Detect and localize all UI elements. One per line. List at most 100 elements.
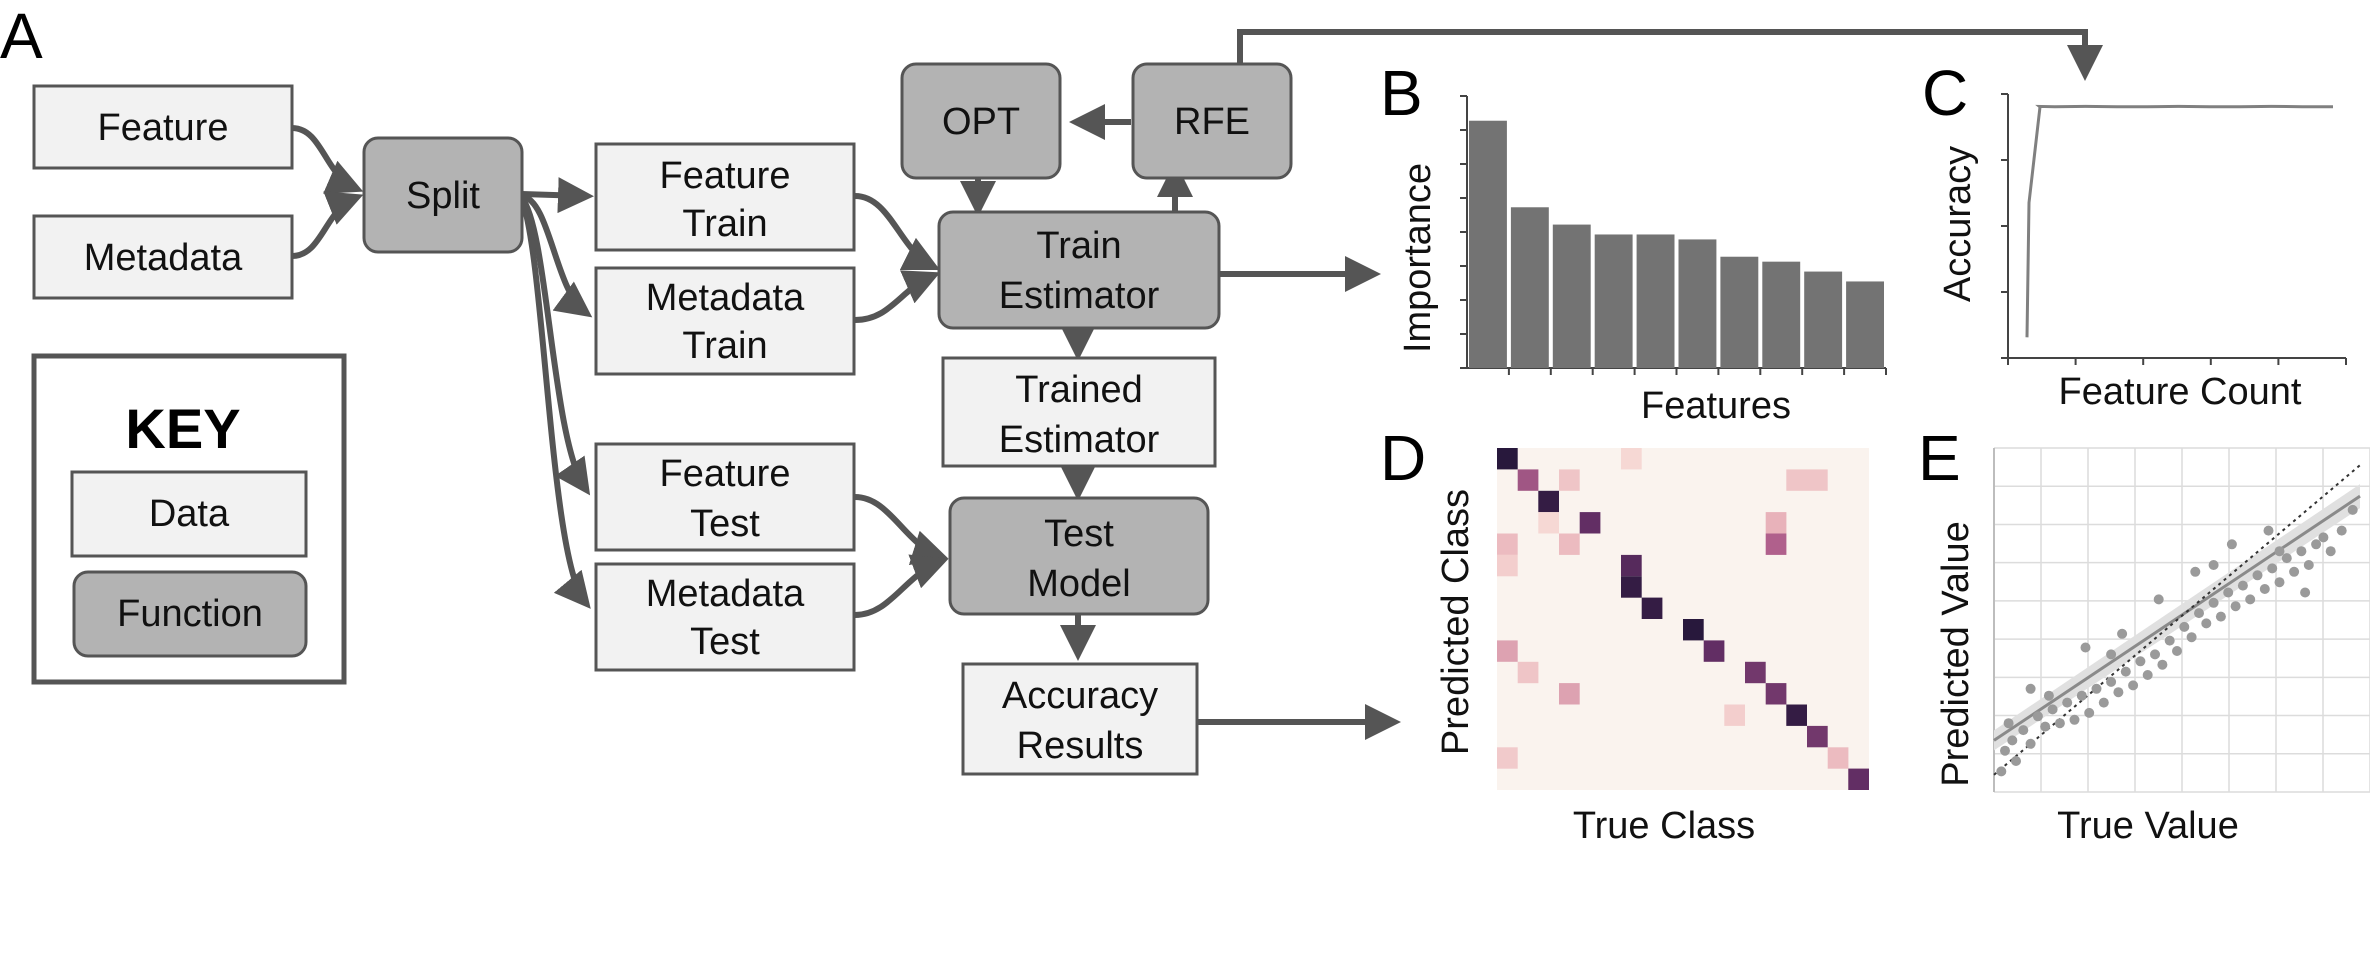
scatter-point bbox=[2011, 756, 2021, 766]
key-legend: KEY Data Function bbox=[31, 353, 347, 685]
box-test-model: Test Model bbox=[948, 496, 1210, 616]
box-accuracy-results-line2: Results bbox=[1017, 725, 1144, 767]
panel-letter-b: B bbox=[1380, 57, 1423, 129]
heatmap-cell bbox=[1621, 448, 1642, 470]
box-metadata: Metadata bbox=[32, 214, 294, 300]
box-feature-train: Feature Train bbox=[594, 142, 856, 252]
heatmap-cell bbox=[1827, 747, 1849, 769]
scatter-point bbox=[2062, 697, 2073, 708]
importance-bar bbox=[1720, 256, 1759, 368]
scatter-point bbox=[2106, 676, 2117, 687]
heatmap-cell bbox=[1848, 768, 1869, 790]
scatter-point bbox=[2091, 683, 2102, 694]
scatter-point bbox=[2300, 587, 2311, 598]
scatter-point bbox=[2226, 539, 2237, 550]
scatter-point bbox=[2113, 687, 2124, 698]
heatmap-cell bbox=[1559, 469, 1580, 491]
scatter-point bbox=[2274, 577, 2285, 588]
connectors bbox=[291, 29, 2103, 740]
scatter-point bbox=[2040, 721, 2051, 732]
box-rfe-label: RFE bbox=[1174, 101, 1250, 143]
scatter-point bbox=[2164, 635, 2175, 646]
arrow-metadata-split bbox=[291, 191, 364, 259]
arrow-split-feature-test bbox=[519, 196, 591, 496]
chart-e-xlabel: True Value bbox=[2057, 805, 2239, 847]
chart-b-ylabel: Importance bbox=[1397, 163, 1439, 353]
scatter-point bbox=[2025, 738, 2036, 749]
importance-bar bbox=[1552, 224, 1591, 368]
scatter-point bbox=[2347, 504, 2358, 515]
heatmap-cell bbox=[1621, 576, 1642, 598]
scatter-point bbox=[2194, 608, 2204, 619]
scatter-point bbox=[2311, 539, 2322, 550]
scatter-point bbox=[2032, 711, 2043, 722]
heatmap-cell bbox=[1559, 533, 1580, 555]
scatter-point bbox=[2025, 683, 2036, 694]
arrow-feature-split bbox=[291, 125, 364, 194]
heatmap-cell bbox=[1807, 725, 1828, 748]
scatter-point bbox=[2201, 618, 2212, 629]
scatter-point bbox=[2274, 546, 2285, 557]
scatter-point bbox=[2080, 642, 2091, 653]
scatter-point bbox=[2128, 680, 2139, 691]
scatter-point bbox=[2172, 646, 2182, 656]
box-metadata-train-line1: Metadata bbox=[646, 277, 805, 319]
key-function-swatch bbox=[72, 570, 308, 658]
heatmap-cell bbox=[1517, 469, 1539, 491]
scatter-point bbox=[2150, 649, 2160, 660]
box-metadata-test-line1: Metadata bbox=[646, 573, 805, 615]
heatmap-cell bbox=[1724, 704, 1745, 726]
heatmap-cell bbox=[1683, 619, 1704, 641]
box-accuracy-results-line1: Accuracy bbox=[1002, 675, 1158, 717]
importance-bar bbox=[1510, 207, 1549, 368]
scatter-point bbox=[2069, 714, 2080, 725]
importance-bar bbox=[1636, 234, 1675, 368]
box-train-estimator-line2: Estimator bbox=[999, 275, 1160, 317]
key-data-swatch bbox=[70, 470, 308, 558]
scatter-point bbox=[2215, 611, 2226, 622]
box-feature-label: Feature bbox=[98, 107, 229, 149]
arrow-rfe-panel-c bbox=[1237, 29, 2103, 81]
scatter-point bbox=[2018, 725, 2029, 736]
scatter-point bbox=[2047, 704, 2058, 715]
scatter-point bbox=[2237, 580, 2248, 591]
scatter-point bbox=[2223, 587, 2234, 598]
key-data-label: Data bbox=[149, 493, 230, 535]
heatmap-cell bbox=[1807, 469, 1828, 491]
scatter-point bbox=[2098, 697, 2109, 708]
importance-bar bbox=[1804, 271, 1843, 368]
heatmap-cell bbox=[1703, 640, 1725, 662]
scatter-point bbox=[2252, 570, 2263, 581]
chart-c-xlabel: Feature Count bbox=[2059, 371, 2302, 413]
scatter-point bbox=[2190, 566, 2201, 577]
scatter-point bbox=[2142, 670, 2153, 680]
scatter-point bbox=[2263, 525, 2274, 536]
heatmap-cell bbox=[1765, 683, 1787, 705]
box-test-model-line2: Model bbox=[1027, 563, 1131, 605]
scatter-point bbox=[2336, 525, 2347, 536]
scatter-point bbox=[1996, 766, 2007, 777]
box-metadata-train: Metadata Train bbox=[594, 266, 856, 376]
heatmap-cell bbox=[1559, 683, 1580, 705]
box-trained-estimator-line1: Trained bbox=[1015, 369, 1142, 411]
box-trained-estimator: Trained Estimator bbox=[941, 356, 1217, 468]
chart-c-axis bbox=[2007, 94, 2346, 359]
box-feature-test-line2: Test bbox=[690, 503, 760, 545]
scatter-point bbox=[2117, 628, 2128, 639]
heatmap-cell bbox=[1497, 448, 1518, 470]
chart-c-ylabel: Accuracy bbox=[1937, 146, 1979, 302]
box-metadata-test-line2: Test bbox=[690, 621, 760, 663]
heatmap-cell bbox=[1641, 597, 1663, 619]
heatmap-cell bbox=[1517, 661, 1539, 684]
chart-e-ylabel: Predicted Value bbox=[1935, 521, 1977, 786]
heatmap-cell bbox=[1765, 533, 1787, 555]
importance-bar bbox=[1469, 120, 1507, 369]
heatmap-cell bbox=[1765, 512, 1787, 534]
box-train-estimator-line1: Train bbox=[1036, 225, 1121, 267]
scatter-point bbox=[2076, 690, 2087, 701]
arrow-feature-test-model bbox=[854, 494, 949, 566]
fit-line bbox=[1993, 494, 2361, 742]
scatter-point bbox=[2318, 532, 2329, 543]
box-accuracy-results: Accuracy Results bbox=[961, 662, 1199, 776]
